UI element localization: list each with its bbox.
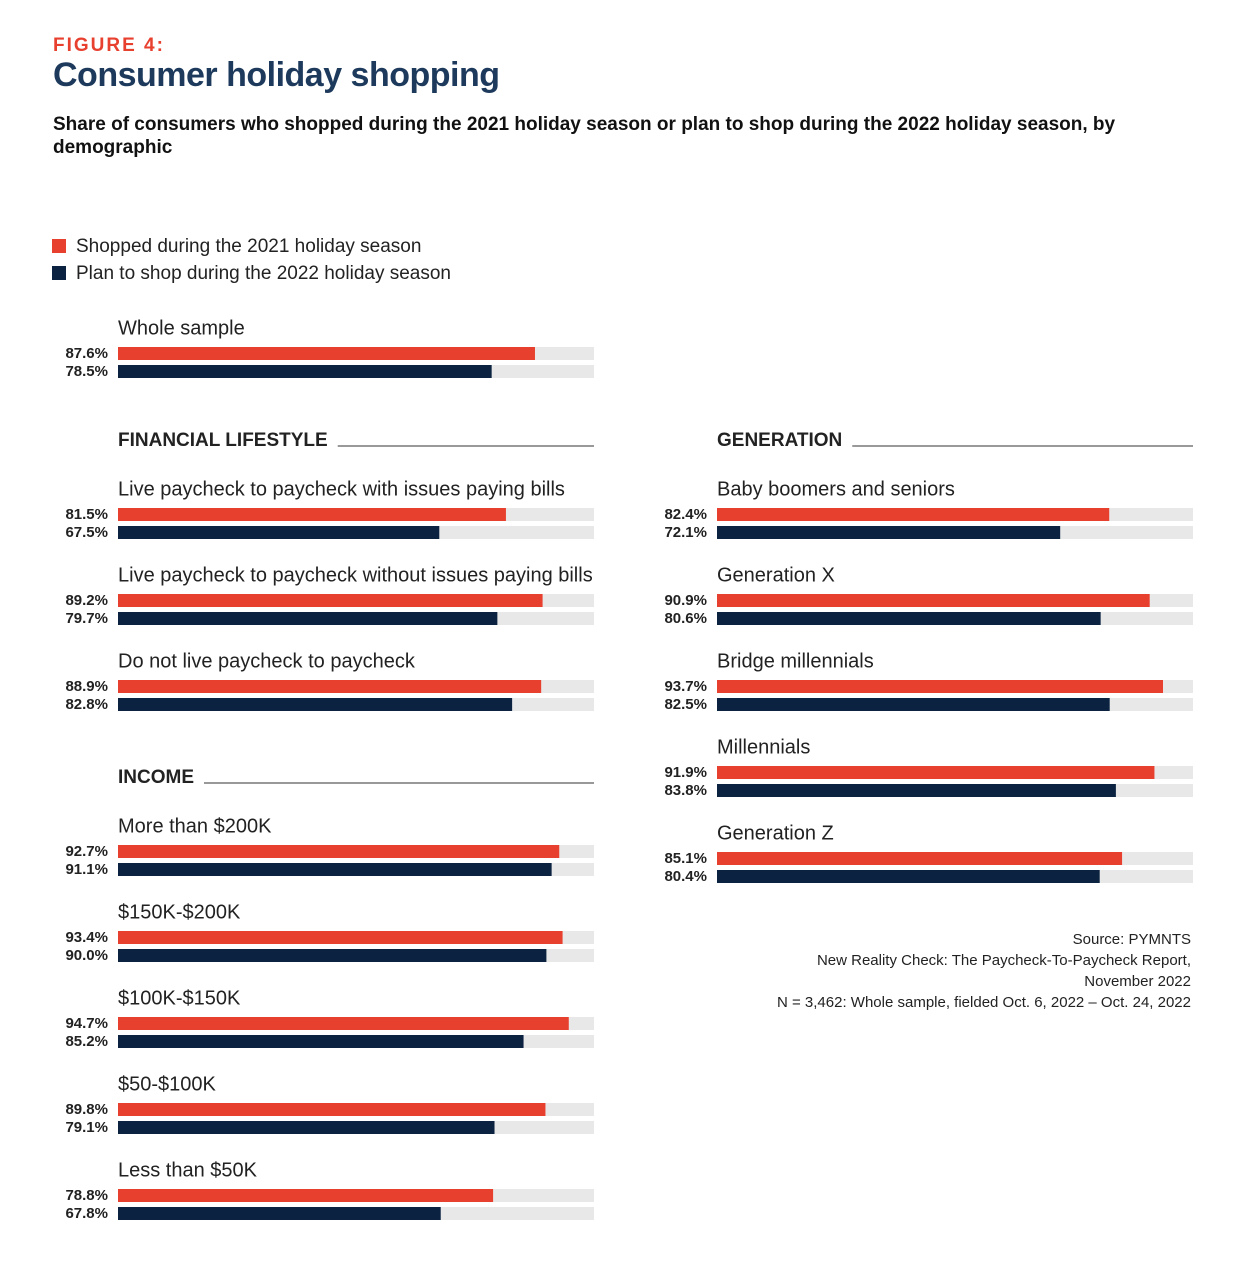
value-label: 81.5% [65,506,108,523]
bar [118,949,547,962]
value-label: 67.8% [65,1205,108,1222]
category-label: Generation Z [717,822,834,844]
bar [118,931,563,944]
value-label: 78.5% [65,363,108,380]
bar [118,526,440,539]
section-heading: FINANCIAL LIFESTYLE [118,430,328,451]
value-label: 89.2% [65,592,108,609]
value-label: 93.4% [65,929,108,946]
value-label: 85.2% [65,1033,108,1050]
value-label: 79.1% [65,1119,108,1136]
value-label: 89.8% [65,1101,108,1118]
category-label: Live paycheck to paycheck with issues pa… [118,478,565,500]
bar [118,698,513,711]
value-label: 80.6% [664,610,707,627]
bar [118,1121,495,1134]
bar [717,594,1150,607]
value-label: 90.0% [65,947,108,964]
bar [118,365,492,378]
bar [118,1017,569,1030]
source-note: New Reality Check: The Paycheck-To-Paych… [817,952,1191,969]
bar [118,845,560,858]
value-label: 78.8% [65,1187,108,1204]
bar [717,766,1155,779]
legend-label: Shopped during the 2021 holiday season [76,236,421,257]
value-label: 94.7% [65,1015,108,1032]
category-label: Baby boomers and seniors [717,478,955,500]
value-label: 88.9% [65,678,108,695]
value-label: 91.1% [65,861,108,878]
category-label: Whole sample [118,317,245,339]
category-label: $150K-$200K [118,901,241,923]
bar [118,1103,546,1116]
value-label: 83.8% [664,782,707,799]
category-label: Less than $50K [118,1159,258,1181]
category-label: Bridge millennials [717,650,874,672]
bar [118,508,506,521]
value-label: 93.7% [664,678,707,695]
category-label: Millennials [717,736,810,758]
bar [118,1035,524,1048]
legend-label: Plan to shop during the 2022 holiday sea… [76,263,451,284]
value-label: 72.1% [664,524,707,541]
value-label: 85.1% [664,850,707,867]
value-label: 87.6% [65,345,108,362]
chart-title: Consumer holiday shopping [53,56,500,94]
bar [118,1189,494,1202]
value-label: 82.4% [664,506,707,523]
value-label: 92.7% [65,843,108,860]
category-label: Live paycheck to paycheck without issues… [118,564,593,586]
value-label: 90.9% [664,592,707,609]
bar [118,594,543,607]
value-label: 82.8% [65,696,108,713]
bar [717,698,1110,711]
value-label: 82.5% [664,696,707,713]
bar [717,680,1164,693]
bar [118,1207,441,1220]
bar [717,784,1116,797]
section-heading: GENERATION [717,430,842,451]
source-note: N = 3,462: Whole sample, fielded Oct. 6,… [777,994,1191,1011]
bar [118,863,552,876]
source-note: November 2022 [1084,973,1191,990]
value-label: 80.4% [664,868,707,885]
category-label: $100K-$150K [118,987,241,1009]
legend-swatch [52,266,66,280]
bar [717,870,1100,883]
chart-subtitle: Share of consumers who shopped during th… [53,114,1116,158]
bar [118,347,535,360]
category-label: More than $200K [118,815,272,837]
section-heading: INCOME [118,767,194,788]
source-note: Source: PYMNTS [1073,931,1191,948]
category-label: Generation X [717,564,835,586]
bar [717,508,1110,521]
category-label: $50-$100K [118,1073,217,1095]
value-label: 91.9% [664,764,707,781]
category-label: Do not live paycheck to paycheck [118,650,416,672]
bar [118,680,542,693]
figure-label: FIGURE 4: [53,35,165,56]
bar [717,526,1061,539]
bar [717,852,1123,865]
value-label: 67.5% [65,524,108,541]
value-label: 79.7% [65,610,108,627]
bar [118,612,498,625]
legend-swatch [52,239,66,253]
bar [717,612,1101,625]
